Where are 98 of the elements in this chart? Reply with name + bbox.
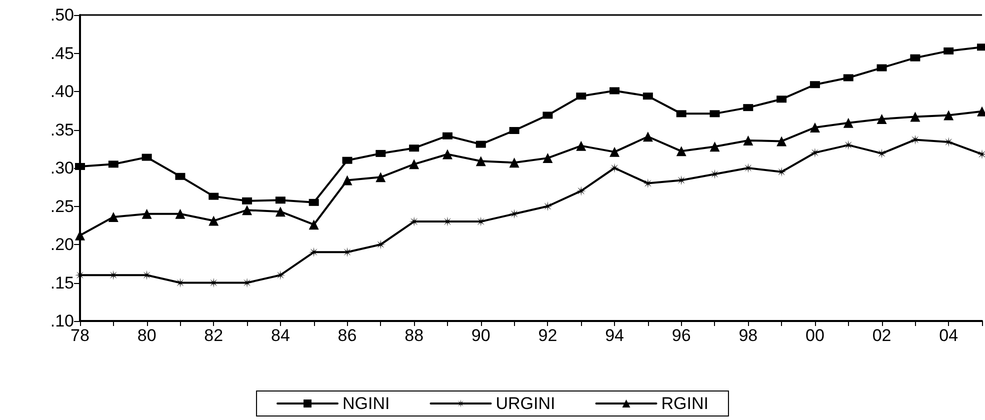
point	[542, 153, 553, 164]
point	[308, 220, 319, 230]
point	[509, 208, 520, 219]
x-tick-label: 84	[270, 326, 290, 345]
point	[275, 206, 286, 217]
y-tick-label: .45	[50, 44, 74, 63]
point	[710, 169, 720, 180]
point	[876, 148, 887, 158]
point	[810, 81, 820, 88]
point	[944, 110, 954, 120]
x-tick-label: 04	[939, 326, 958, 345]
point	[275, 196, 286, 204]
legend-label: NGINI	[342, 394, 390, 413]
point	[376, 240, 386, 250]
point	[376, 172, 386, 182]
point	[944, 47, 954, 54]
x-tick-label: 90	[471, 326, 490, 345]
y-tick-label: .40	[50, 82, 74, 101]
point	[542, 201, 553, 212]
point	[910, 134, 920, 145]
y-tick-label: .20	[50, 235, 74, 254]
point	[108, 212, 118, 222]
point	[175, 208, 186, 219]
point	[676, 110, 686, 118]
point	[676, 146, 686, 156]
point	[509, 158, 520, 168]
point	[409, 144, 420, 152]
point	[610, 146, 620, 157]
point	[342, 247, 352, 258]
y-tick-label: .50	[50, 6, 74, 24]
point	[208, 192, 219, 200]
point	[610, 163, 620, 173]
point	[910, 54, 920, 62]
point	[743, 135, 754, 146]
point	[876, 64, 887, 72]
point	[442, 149, 452, 160]
y-tick-label: .25	[50, 196, 74, 216]
point	[843, 118, 854, 128]
x-tick-label: 86	[338, 326, 357, 345]
x-tick-label: 82	[204, 326, 224, 345]
point	[376, 150, 386, 157]
point	[944, 136, 954, 147]
point	[308, 198, 319, 206]
point	[642, 132, 653, 142]
point	[442, 132, 452, 140]
x-tick-label: 80	[137, 326, 156, 345]
point	[542, 112, 553, 119]
point	[242, 197, 252, 204]
point	[676, 175, 686, 186]
point	[642, 178, 653, 188]
x-tick-label: 94	[605, 326, 624, 345]
point	[108, 160, 118, 168]
point	[843, 140, 854, 150]
point	[208, 216, 219, 226]
point	[610, 87, 620, 94]
point	[476, 156, 486, 166]
point	[743, 163, 754, 173]
y-tick-label: .35	[50, 120, 74, 140]
point	[175, 278, 186, 288]
x-tick-label: 02	[872, 326, 892, 345]
point	[142, 154, 152, 161]
point	[275, 270, 286, 280]
legend-label: RGINI	[661, 394, 708, 413]
point	[242, 278, 252, 288]
point	[776, 166, 787, 177]
point	[576, 186, 586, 196]
x-tick-label: 96	[672, 326, 691, 345]
point	[476, 216, 486, 227]
point	[776, 96, 787, 103]
point	[242, 205, 252, 216]
x-tick-label: 98	[738, 326, 758, 345]
point	[308, 247, 319, 258]
point	[642, 92, 653, 100]
y-tick-label: .30	[50, 158, 74, 178]
point	[175, 172, 186, 180]
point	[710, 110, 720, 118]
point	[142, 270, 152, 280]
y-tick-label: .15	[50, 273, 74, 292]
x-tick-label: 00	[806, 326, 824, 345]
point	[710, 142, 720, 152]
point	[876, 114, 887, 124]
point	[342, 175, 352, 186]
point	[843, 74, 854, 82]
x-tick-label: 92	[538, 326, 558, 345]
point	[576, 140, 586, 151]
point	[910, 112, 920, 122]
legend-label: URGINI	[496, 394, 556, 413]
point	[142, 208, 152, 219]
point	[476, 140, 486, 148]
point	[509, 127, 520, 134]
point	[810, 148, 820, 158]
point	[776, 136, 787, 146]
point	[810, 122, 820, 132]
point	[576, 92, 586, 100]
point	[409, 159, 420, 170]
point	[743, 104, 754, 112]
point	[342, 156, 352, 164]
x-tick-label: 88	[404, 326, 424, 345]
